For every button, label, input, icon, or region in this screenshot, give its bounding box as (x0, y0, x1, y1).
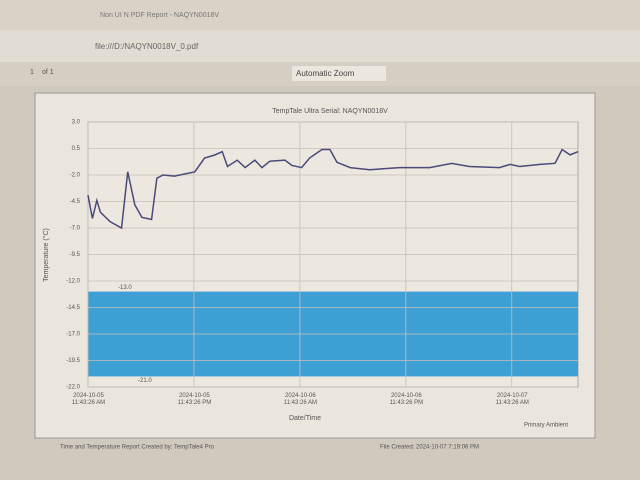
y-axis-label: Temperature (°C) (42, 228, 50, 282)
y-tick-label: -4.5 (70, 199, 81, 205)
y-tick-label: -2.0 (70, 173, 81, 179)
x-tick-label: 2024-10-07 11:43:26 AM (495, 393, 529, 406)
y-tick-label: -12.0 (66, 279, 80, 285)
chart-title: TempTale Ultra Serial: NAQYN0018V (272, 108, 388, 115)
y-tick-label: 0.5 (72, 146, 81, 152)
x-axis-label: Date/Time (289, 415, 321, 422)
legend-label: Primary Ambient (524, 423, 568, 429)
pdf-toolbar: 1 of 1 Automatic Zoom (0, 62, 640, 86)
band-label: -13.0 (118, 285, 132, 291)
y-tick-label: -14.5 (66, 305, 80, 311)
x-tick-label: 2024-10-06 11:43:26 PM (389, 393, 424, 406)
band-label: -21.0 (138, 378, 152, 384)
y-tick-label: -9.5 (70, 252, 81, 258)
data-line (87, 148, 579, 230)
zoom-select[interactable]: Automatic Zoom (292, 66, 386, 81)
tab-title[interactable]: Non UI N PDF Report - NAQYN0018V (100, 12, 220, 19)
footer-right: File Created: 2024-10-07 7:19:06 PM (380, 445, 479, 451)
y-tick-label: -7.0 (70, 226, 81, 232)
tab-bar: Non UI N PDF Report - NAQYN0018V (0, 0, 640, 30)
footer-left: Time and Temperature Report Created by: … (60, 445, 215, 451)
url[interactable]: file:///D:/NAQYN0018V_0.pdf (95, 42, 199, 51)
y-tick-label: -19.5 (66, 358, 80, 364)
y-tick-label: -17.0 (66, 332, 80, 338)
page-number[interactable]: 1 (30, 69, 34, 76)
x-tick-label: 2024-10-06 11:43:26 AM (283, 393, 318, 406)
x-tick-label: 2024-10-05 11:43:26 AM (71, 393, 106, 406)
y-tick-label: -22.0 (66, 385, 80, 391)
x-tick-label: 2024-10-05 11:43:26 PM (177, 393, 212, 406)
url-bar: file:///D:/NAQYN0018V_0.pdf (0, 30, 640, 62)
page-count: of 1 (42, 69, 54, 76)
y-tick-label: 3.0 (72, 120, 81, 126)
